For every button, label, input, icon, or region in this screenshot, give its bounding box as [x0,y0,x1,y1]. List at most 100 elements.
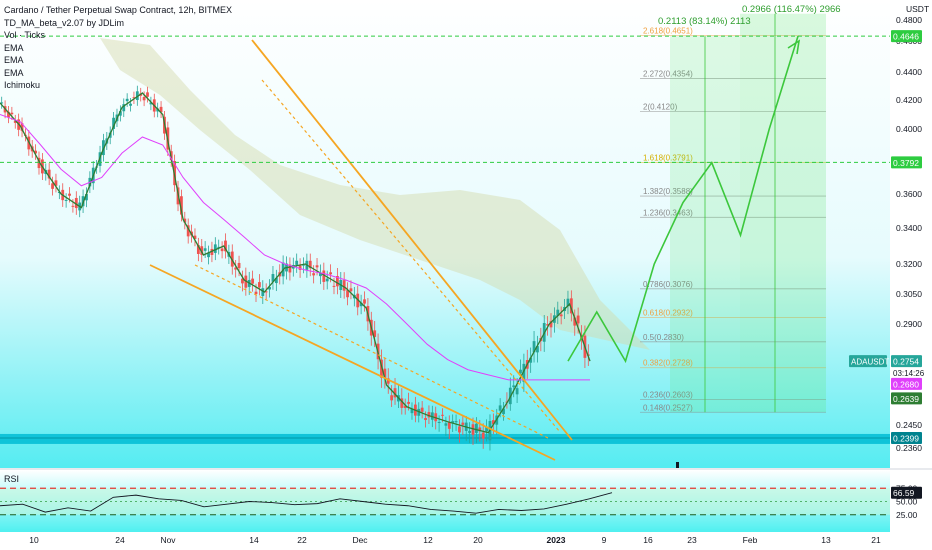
time-tick-label: 9 [602,535,607,545]
candle-body [546,324,550,326]
main-pane-background [0,0,890,468]
projection-path[interactable] [567,35,799,364]
candle-body [20,123,24,131]
projection-arrow-icon [787,39,801,55]
fib-level-label: 0.148(0.2527) [643,403,693,412]
wedge-upper-line[interactable] [251,39,573,441]
candle-body [386,378,390,384]
candle-body [420,407,424,412]
indicator-volume[interactable]: Vol · Ticks [4,30,46,40]
time-tick-label: 12 [423,535,433,545]
candle-body [7,111,10,118]
candle-body [37,157,41,169]
candle-body [325,278,329,282]
support-band [0,433,890,444]
candle-body [203,248,207,251]
candle-body [180,196,183,215]
price-tick-label: 0.3600 [896,189,922,199]
last-price-tag: 0.2754 [893,357,919,367]
indicator-ema-2[interactable]: EMA [4,55,24,65]
rsi-tick-label: 25.00 [896,510,918,520]
indicator-ema-1[interactable]: EMA [4,42,24,53]
time-tick-label: 10 [29,535,39,545]
candle-body [502,408,505,415]
candle-body [458,426,461,433]
candle-body [186,225,190,237]
candle-body [135,91,139,101]
indicator-td-ma[interactable]: TD_MA_beta_v2.07 by JDLim [4,17,125,28]
candle-body [183,218,187,223]
candle-body [447,421,451,429]
ema-b-tag-bg [891,392,922,405]
time-tick-label: 23 [687,535,697,545]
time-tick-label: 22 [297,535,307,545]
target-label-1: 0.2113 (83.14%) 2113 [658,16,751,27]
candle-body [380,359,383,378]
candle-body [200,246,204,255]
price-tick-label: 0.2900 [896,319,922,329]
fib-level-label: 2.618(0.4651) [643,27,693,36]
candle-body [237,262,241,269]
indicator-ichimoku[interactable]: Ichimoku [4,80,41,90]
candle-body [417,408,421,416]
wedge-lower-line[interactable] [149,264,556,461]
ema-b-tag: 0.2639 [893,394,919,404]
candle-body [335,276,339,287]
candle-body [573,317,577,326]
candle-body [159,106,163,113]
time-tick-label: 24 [115,535,125,545]
candle-body [85,193,88,201]
candle-body [427,412,431,418]
candle-body [444,423,448,426]
candle-body [468,430,472,433]
chart-title[interactable]: Cardano / Tether Perpetual Swap Contract… [4,5,232,15]
fib-level-label: 0.382(0.2728) [643,359,693,368]
price-tick-label: 0.2360 [896,443,922,453]
time-tick-label: 14 [249,535,259,545]
candle-body [302,264,305,266]
candle-body [149,102,153,105]
candle-body [68,193,71,196]
candle-body [312,273,316,276]
time-tick-label: 2023 [547,535,566,545]
candle-body [393,388,397,398]
candle-body [346,290,349,298]
candle-body [569,298,573,314]
candle-body [390,395,394,401]
currency-label: USDT [906,4,929,14]
candle-body [308,260,312,269]
event-marker[interactable] [676,462,679,468]
time-tick-label: Nov [160,535,176,545]
countdown-label: 03:14:26 [893,369,925,378]
candle-body [207,252,210,258]
candle-body [491,420,495,425]
target-box-2[interactable] [740,13,826,413]
candle-body [213,244,217,253]
candle-body [274,277,278,284]
candle-body [10,112,14,115]
candle-body [522,363,526,382]
time-tick-label: 16 [643,535,653,545]
candle-body [529,357,533,363]
candle-body [461,422,465,425]
candle-body [532,341,536,353]
candle-body [271,274,275,282]
fib-level-label: 1.236(0.3463) [643,208,693,217]
time-axis-background [0,532,890,550]
candle-body [125,98,129,102]
fib-level-label: 1.382(0.3588) [643,187,693,196]
candle-body [329,272,333,275]
candle-body [407,401,410,404]
candle-body [559,314,563,317]
rsi-title[interactable]: RSI [4,474,19,484]
price-tick-label: 0.2450 [896,420,922,430]
fib-level-label: 2.272(0.4354) [643,69,693,78]
candle-body [403,405,407,408]
rsi-line [0,492,613,514]
indicator-ema-3[interactable]: EMA [4,67,24,78]
candle-body [576,315,580,324]
last-price-tag-bg [891,355,922,368]
price-tick-label: 0.4200 [896,95,922,105]
level-2-tag: 0.3792 [893,158,919,168]
